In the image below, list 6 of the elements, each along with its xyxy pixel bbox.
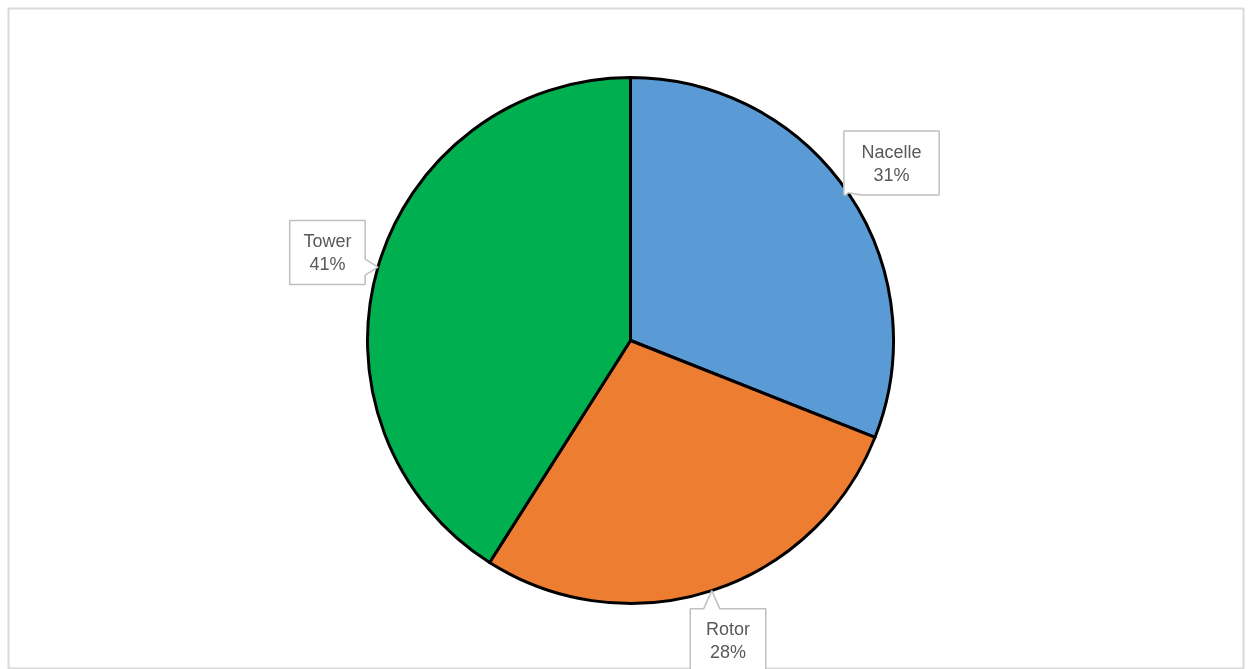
data-label: 31% xyxy=(873,164,910,185)
slice-label: Tower xyxy=(303,230,352,251)
slice-label: Rotor xyxy=(706,619,751,640)
slice-label: Nacelle xyxy=(861,141,922,162)
data-label: 41% xyxy=(309,253,346,274)
data-label: 28% xyxy=(710,642,747,663)
